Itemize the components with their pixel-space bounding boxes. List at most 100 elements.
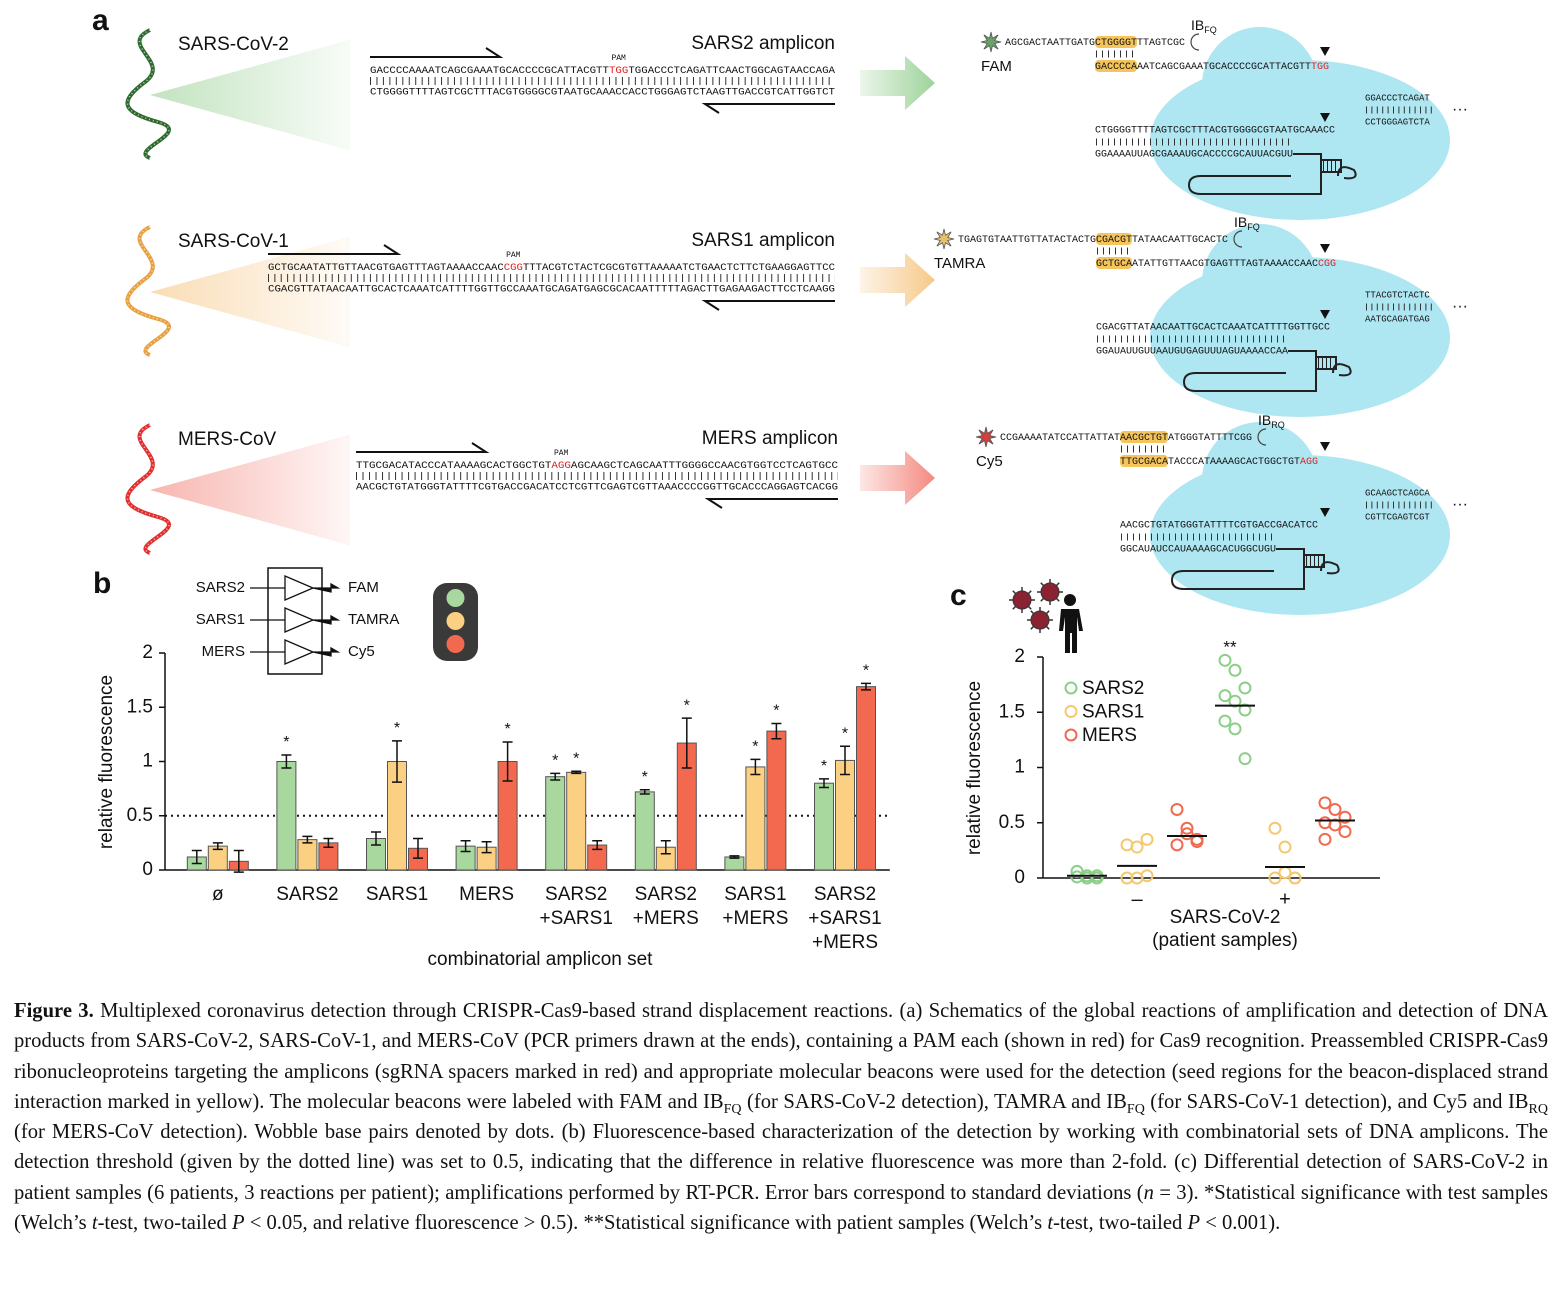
amplicon-name: MERS amplicon <box>702 428 838 449</box>
complement-strand: AACGCTGTATGGGTATTTTCGTGACCGACATCC <box>1120 521 1318 532</box>
x-axis-title: combinatorial amplicon set <box>428 949 654 970</box>
x-tick-label: SARS2 <box>276 884 338 905</box>
amplicon-top-strand: TTGCGACATACCCATAAAAGCACTGGCTGT AGG AGCAAGC… <box>356 461 838 472</box>
legend-marker <box>1064 681 1078 695</box>
caption-run: (for SARS-CoV-1 detection), and Cy5 and … <box>1144 1090 1529 1113</box>
error-bar <box>281 754 292 769</box>
bar <box>634 791 655 871</box>
sequence: GACCCCAAAATCAGCGAAATGCACCCCGCATTACGTT <box>370 66 609 77</box>
sequence: AATCAGCGAAATGCACCCCGCATTACGTT <box>1137 62 1311 73</box>
complement-strand: CGACGTTATAACAATTGCACTCAAATCATTTTGGTTGCC <box>1096 323 1330 334</box>
error-bar <box>302 835 313 844</box>
legend-input: SARS2 <box>196 579 245 596</box>
error-bar <box>502 741 513 782</box>
data-point <box>1328 802 1342 816</box>
bar <box>814 782 834 871</box>
data-point <box>1238 681 1252 695</box>
error-bar <box>392 740 402 783</box>
caption-run: P <box>231 1212 245 1235</box>
significance-mark: * <box>552 753 558 770</box>
circuit-gate <box>284 607 315 633</box>
data-point <box>1318 796 1332 810</box>
virus-name: SARS-CoV-2 <box>178 34 289 55</box>
data-point <box>1338 825 1352 839</box>
error-bar <box>729 855 740 859</box>
amplicon-bottom-strand: CGACGTTATAACAATTGCACTCAAATCATTTTGGTTGCCA… <box>268 285 835 296</box>
branch-bottom: AATGCAGATGAG <box>1365 314 1430 324</box>
virus-icon <box>1030 610 1050 630</box>
circuit-out <box>312 614 341 625</box>
quencher-subscript: FQ <box>1204 25 1217 35</box>
legend-marker <box>1064 705 1078 718</box>
data-point <box>1218 653 1232 667</box>
y-tick-label: 2 <box>142 642 153 663</box>
amplicon-top-strand: GCTGCAATATTGTTAACGTGAGTTTAGTAAAACCAAC CGG… <box>268 263 835 274</box>
error-bar <box>639 788 650 795</box>
data-point <box>1238 752 1252 766</box>
sequence: TTGCGACATACCCATAAAAGCACTGGCTGT <box>356 461 551 472</box>
virus-icon <box>1012 590 1032 610</box>
cut-site <box>1320 113 1330 122</box>
significance-mark: * <box>752 739 758 756</box>
caption-run: t <box>91 1212 98 1235</box>
legend-output: TAMRA <box>348 611 399 628</box>
error-bar <box>212 842 223 851</box>
x-tick-label: +SARS1 <box>808 908 881 929</box>
cut-site <box>1320 310 1330 319</box>
significance-mark: * <box>283 734 289 751</box>
traffic-lamp <box>446 612 465 630</box>
sequence: TATAACAATTGCACTC <box>1132 235 1228 246</box>
x-tick-label: +MERS <box>812 932 878 953</box>
virus-name: SARS-CoV-1 <box>178 231 289 252</box>
data-point <box>1238 703 1252 717</box>
quencher-base: IB <box>1234 214 1247 230</box>
signal-cone-fade <box>150 237 350 347</box>
process-arrow-fade <box>860 253 935 307</box>
bar <box>724 856 745 871</box>
fluorophore-name: Cy5 <box>976 453 1003 470</box>
quencher <box>1233 230 1243 248</box>
significance-mark: * <box>863 663 869 680</box>
caption-run: FQ <box>723 1102 742 1117</box>
data-point <box>1268 871 1282 885</box>
y-tick-label: 2 <box>1014 646 1025 667</box>
error-bar <box>323 837 334 848</box>
data-point <box>1130 840 1144 854</box>
target-strand: GACCCCAAATCAGCGAAATGCACCCCGCATTACGTTTGG <box>1095 62 1329 73</box>
process-arrow-fade <box>860 451 935 505</box>
cut-site <box>1320 244 1330 253</box>
forward-primer <box>268 244 402 255</box>
error-bar <box>681 717 692 769</box>
error-bar <box>861 682 871 691</box>
virus-genome-texture <box>126 424 170 554</box>
circuit-gate <box>284 639 315 665</box>
bar <box>835 759 855 871</box>
legend-label: MERS <box>1082 725 1137 746</box>
sequence: AACGCTGT <box>1120 433 1168 444</box>
fluorophore-name: TAMRA <box>934 255 985 272</box>
reverse-primer <box>701 300 835 311</box>
data-point <box>1170 838 1184 852</box>
pam-sequence: CGG <box>1318 259 1336 270</box>
amplicon-name: SARS1 amplicon <box>691 230 835 251</box>
circuit-out <box>312 582 341 593</box>
error-bar <box>191 849 202 865</box>
quencher <box>1190 33 1200 51</box>
sgrna-scaffold <box>1170 548 1340 590</box>
caption-run: (for MERS-CoV detection). Wobble base pa… <box>14 1121 1548 1204</box>
data-point <box>1268 821 1282 835</box>
error-bar <box>840 745 850 776</box>
legend-output: FAM <box>348 579 379 596</box>
forward-primer <box>370 47 504 58</box>
sequence: TTAGTCGC <box>1137 38 1185 49</box>
bar <box>297 839 318 871</box>
x-tick-label: +SARS1 <box>539 908 612 929</box>
virus-icon <box>1040 582 1060 602</box>
beacon-strand: TGAGTGTAATTGTTATACTACTGCGACGTTATAACAATTG… <box>958 235 1228 246</box>
y-tick-label: 1 <box>142 751 153 772</box>
y-tick-label: 0.5 <box>999 812 1025 833</box>
continuation: ··· <box>1452 298 1468 315</box>
significance-mark: * <box>573 750 579 767</box>
y-tick-label: 0.5 <box>127 805 153 826</box>
significance-mark: * <box>684 697 690 714</box>
